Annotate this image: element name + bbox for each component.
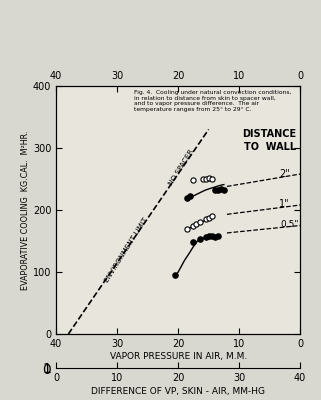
Point	[191, 222, 196, 229]
Point	[191, 239, 196, 246]
Point	[203, 234, 208, 240]
Point	[203, 176, 208, 182]
X-axis label: VAPOR PRESSURE IN AIR, M.M.: VAPOR PRESSURE IN AIR, M.M.	[109, 352, 247, 361]
Point	[200, 176, 205, 182]
Y-axis label: EVAPORATIVE COOLING  KG.CAL.  M²HR.: EVAPORATIVE COOLING KG.CAL. M²HR.	[21, 130, 30, 290]
Point	[212, 234, 217, 240]
Point	[209, 176, 214, 182]
Point	[221, 187, 226, 193]
Point	[172, 272, 178, 278]
Point	[215, 233, 220, 239]
Text: NO SPACER: NO SPACER	[168, 149, 195, 187]
Point	[194, 220, 199, 227]
Point	[212, 186, 217, 193]
Point	[203, 216, 208, 222]
Point	[185, 194, 190, 201]
Point	[206, 215, 211, 221]
Text: 0.5": 0.5"	[281, 220, 299, 229]
Text: 2": 2"	[279, 168, 290, 178]
X-axis label: DIFFERENCE OF VP, SKIN - AIR, MM-HG: DIFFERENCE OF VP, SKIN - AIR, MM-HG	[91, 387, 265, 396]
Point	[206, 175, 211, 182]
Text: Fig. 4.  Cooling under natural convection conditions,
in relation to distance fr: Fig. 4. Cooling under natural convection…	[134, 90, 291, 112]
Point	[197, 219, 202, 226]
Point	[185, 225, 190, 232]
Text: ENVIRONMENT LIMIT: ENVIRONMENT LIMIT	[104, 217, 149, 284]
Point	[209, 213, 214, 219]
Text: 1": 1"	[279, 199, 290, 209]
Point	[218, 186, 223, 192]
Point	[206, 233, 211, 239]
Point	[209, 233, 214, 239]
Point	[215, 187, 220, 193]
Text: DISTANCE
TO  WALL: DISTANCE TO WALL	[243, 129, 297, 152]
Point	[197, 235, 202, 242]
Point	[191, 177, 196, 184]
Point	[188, 193, 193, 200]
